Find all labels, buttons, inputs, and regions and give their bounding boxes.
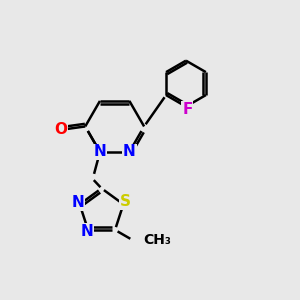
Text: N: N xyxy=(80,224,93,239)
Text: S: S xyxy=(120,194,131,209)
Text: O: O xyxy=(54,122,67,137)
Text: N: N xyxy=(94,144,106,159)
Text: CH₃: CH₃ xyxy=(143,233,171,247)
Text: F: F xyxy=(182,102,193,117)
Text: N: N xyxy=(123,144,136,159)
Text: N: N xyxy=(72,195,85,210)
